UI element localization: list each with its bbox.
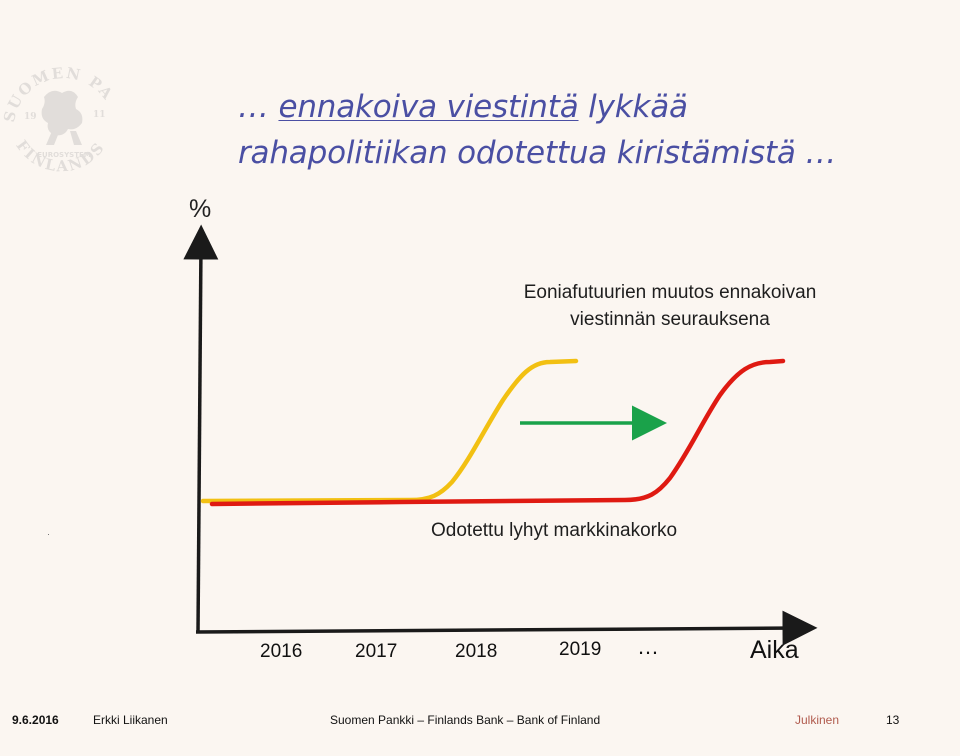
title-prefix: … — [238, 89, 279, 125]
x-tick-label: 2017 — [355, 641, 398, 662]
title-underlined-phrase: ennakoiva viestintä — [278, 89, 579, 125]
footer-page-number: 13 — [886, 713, 900, 727]
x-tick-label: 2018 — [455, 641, 498, 662]
title-line-1: … ennakoiva viestintä lykkää — [238, 84, 938, 130]
stray-dot — [48, 534, 49, 535]
shift-annotation: Eoniafutuurien muutos ennakoivan viestin… — [470, 279, 870, 333]
x-axis-label: Aika — [750, 636, 799, 664]
logo-year-right: 11 — [93, 110, 106, 120]
footer-author: Erkki Liikanen — [93, 713, 168, 727]
rate-curve-before-guidance — [200, 358, 579, 504]
x-axis — [195, 610, 818, 646]
x-tick-label: 2019 — [559, 639, 602, 660]
bank-of-finland-seal-icon: SUOMEN PANKKI FINLANDS BANK EUROSYSTEM 1… — [0, 45, 115, 175]
footer-organization: Suomen Pankki – Finlands Bank – Bank of … — [330, 713, 601, 727]
title-line-2: rahapolitiikan odotettua kiristämistä … — [238, 135, 837, 171]
y-axis — [183, 224, 219, 633]
annotation-line-1: Eoniafutuurien muutos ennakoivan — [523, 282, 817, 303]
footer-date: 9.6.2016 — [12, 713, 59, 727]
logo-text-middle: EUROSYSTEM — [37, 151, 91, 159]
x-tick-label: 2016 — [260, 641, 303, 662]
y-axis-unit: % — [189, 195, 212, 223]
rate-curve-after-guidance — [209, 358, 786, 507]
logo-year-left: 19 — [24, 112, 37, 122]
annotation-line-2: viestinnän seurauksena — [570, 309, 770, 330]
slide-title: … ennakoiva viestintä lykkää rahapolitii… — [238, 84, 938, 176]
footer-classification: Julkinen — [795, 713, 840, 727]
expected-rate-label: Odotettu lyhyt markkinakorko — [431, 520, 678, 541]
title-suffix: lykkää — [578, 89, 688, 125]
x-axis-ellipsis: … — [637, 634, 659, 659]
